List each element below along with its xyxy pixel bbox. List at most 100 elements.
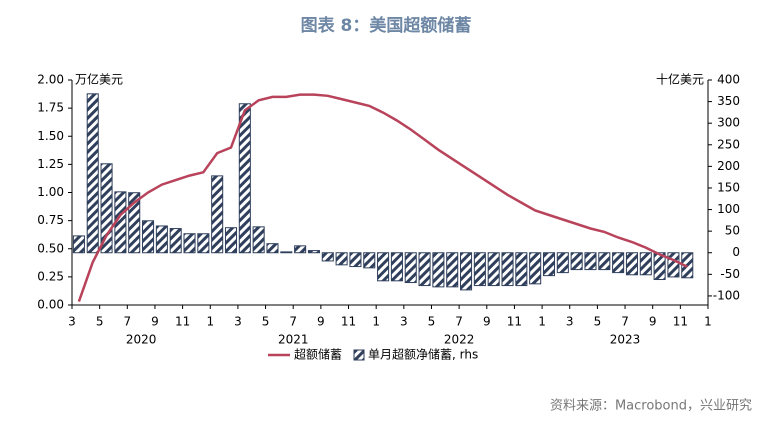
x-tick-label: 7: [621, 315, 629, 329]
bar: [363, 252, 376, 269]
bar: [335, 252, 348, 266]
x-tick-label: 1: [206, 315, 214, 329]
x-tick-label: 9: [317, 315, 325, 329]
chart-title: 图表 8：美国超额储蓄: [301, 15, 472, 36]
legend-label: 单月超额净储蓄, rhs: [368, 347, 478, 362]
y-tick-label: 0.00: [37, 298, 64, 312]
x-tick-label: 9: [151, 315, 159, 329]
y2-tick-label: 400: [717, 73, 740, 87]
bar: [377, 252, 390, 282]
y-tick-label: 1.25: [37, 157, 64, 171]
x-tick-label: 3: [234, 315, 242, 329]
bar: [169, 228, 182, 254]
x-tick-label: 9: [483, 315, 491, 329]
y-tick-label: 1.50: [37, 129, 64, 143]
y-tick-label: 1.00: [37, 185, 64, 199]
bar: [183, 233, 196, 254]
year-label: 2022: [444, 333, 475, 347]
x-tick-label: 3: [400, 315, 408, 329]
x-tick-label: 7: [123, 315, 131, 329]
x-tick-label: 5: [428, 315, 436, 329]
y2-tick-label: 50: [725, 224, 740, 238]
y2-tick-label: 0: [732, 245, 740, 259]
bar: [460, 252, 473, 291]
bar: [418, 252, 431, 287]
x-tick-label: 5: [594, 315, 602, 329]
bar: [321, 252, 334, 262]
y-axis-label: 万亿美元: [75, 72, 123, 87]
bar: [501, 252, 514, 287]
bar: [432, 252, 445, 288]
x-tick-label: 7: [289, 315, 297, 329]
y2-tick-label: 350: [717, 94, 740, 108]
y2-tick-label: 150: [717, 180, 740, 194]
bar: [100, 163, 113, 254]
source: 资料来源：Macrobond，兴业研究: [550, 399, 752, 414]
year-label: 2021: [278, 333, 309, 347]
legend-label: 超额储蓄: [294, 347, 342, 362]
bar: [224, 227, 238, 254]
bar: [404, 252, 417, 284]
bar: [197, 233, 210, 254]
line: [77, 93, 688, 303]
x-tick-label: 11: [673, 315, 688, 329]
y2-tick-label: 250: [717, 137, 740, 151]
x-tick-label: 11: [341, 315, 356, 329]
bar: [529, 252, 542, 285]
bar: [570, 252, 583, 271]
bar: [142, 220, 155, 254]
bar: [487, 252, 500, 287]
y-tick-label: 0.50: [37, 241, 64, 255]
bar: [653, 252, 666, 281]
bar: [349, 252, 362, 268]
bar: [72, 235, 85, 254]
year-label: 2023: [610, 333, 641, 347]
y2-tick-label: 200: [717, 159, 740, 173]
bar: [211, 175, 224, 254]
y-tick-label: 1.75: [37, 101, 64, 115]
x-tick-label: 5: [262, 315, 270, 329]
bar: [86, 93, 99, 254]
y2-axis-label: 十亿美元: [656, 72, 704, 87]
x-tick-label: 5: [96, 315, 104, 329]
bar: [155, 225, 168, 254]
y2-tick-label: -100: [713, 288, 740, 302]
bar: [598, 252, 611, 271]
legend-swatch: [353, 349, 365, 361]
x-tick-label: 1: [372, 315, 380, 329]
x-tick-label: 1: [704, 315, 712, 329]
bar: [252, 226, 265, 254]
y2-tick-label: -50: [720, 267, 740, 281]
bar: [294, 245, 307, 254]
bar: [128, 192, 141, 254]
bar: [390, 252, 403, 282]
x-tick-label: 3: [566, 315, 574, 329]
bar: [446, 252, 459, 288]
y-tick-label: 2.00: [37, 73, 64, 87]
x-tick-label: 7: [455, 315, 463, 329]
bar: [667, 252, 680, 278]
y-tick-label: 0.75: [37, 213, 64, 227]
bar: [238, 103, 251, 254]
bar: [473, 252, 486, 287]
bar: [266, 243, 279, 254]
bar: [515, 252, 528, 287]
bar: [307, 250, 320, 254]
bar: [639, 252, 652, 276]
bar: [542, 252, 556, 277]
year-label: 2020: [126, 333, 157, 347]
bar: [625, 252, 638, 276]
x-tick-label: 9: [649, 315, 657, 329]
bar: [612, 252, 625, 274]
x-tick-label: 11: [175, 315, 190, 329]
x-tick-label: 11: [507, 315, 522, 329]
bar: [584, 252, 597, 271]
y2-tick-label: 300: [717, 116, 740, 130]
x-tick-label: 3: [68, 315, 76, 329]
bar: [280, 251, 293, 254]
y-tick-label: 0.25: [37, 269, 64, 283]
x-tick-label: 1: [538, 315, 546, 329]
bar: [556, 252, 569, 274]
y2-tick-label: 100: [717, 202, 740, 216]
